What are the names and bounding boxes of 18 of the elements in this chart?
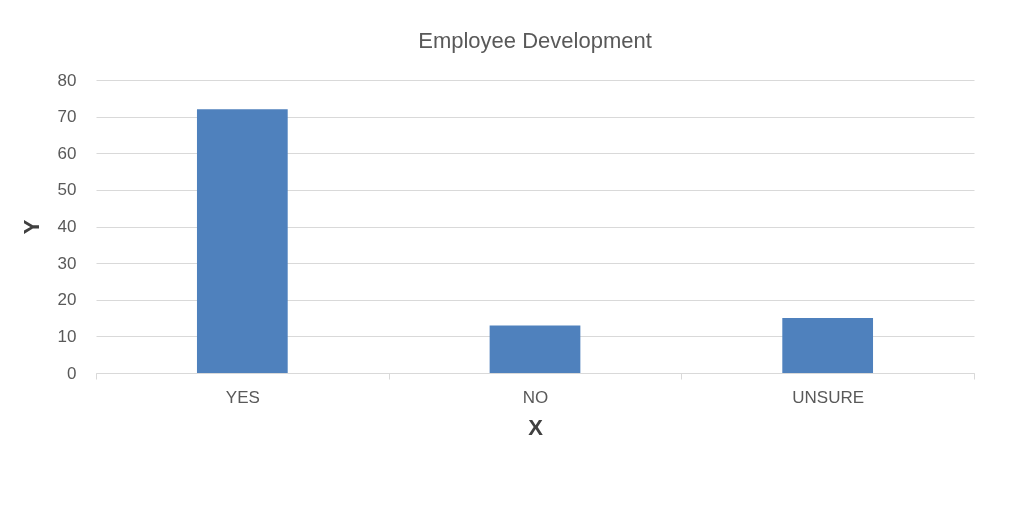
y-tick-label: 70 <box>57 107 77 127</box>
x-axis-title: X <box>528 414 544 440</box>
x-tick-label: UNSURE <box>792 387 865 407</box>
y-tick-label: 20 <box>57 290 77 310</box>
y-axis-title: Y <box>18 219 44 235</box>
x-tick-label: YES <box>225 387 260 407</box>
x-tick-label: NO <box>522 387 549 407</box>
bar <box>782 318 874 373</box>
y-tick-label: 30 <box>57 253 77 273</box>
y-tick-label: 80 <box>57 70 77 90</box>
y-tick-label: 10 <box>57 326 77 346</box>
y-tick-label: 60 <box>57 143 77 163</box>
bar <box>196 109 288 373</box>
y-tick-label: 40 <box>57 217 77 236</box>
bar <box>489 325 581 373</box>
y-tick-label: 0 <box>67 363 77 383</box>
chart-title: Employee Development <box>418 28 652 53</box>
y-tick-label: 50 <box>57 180 77 200</box>
